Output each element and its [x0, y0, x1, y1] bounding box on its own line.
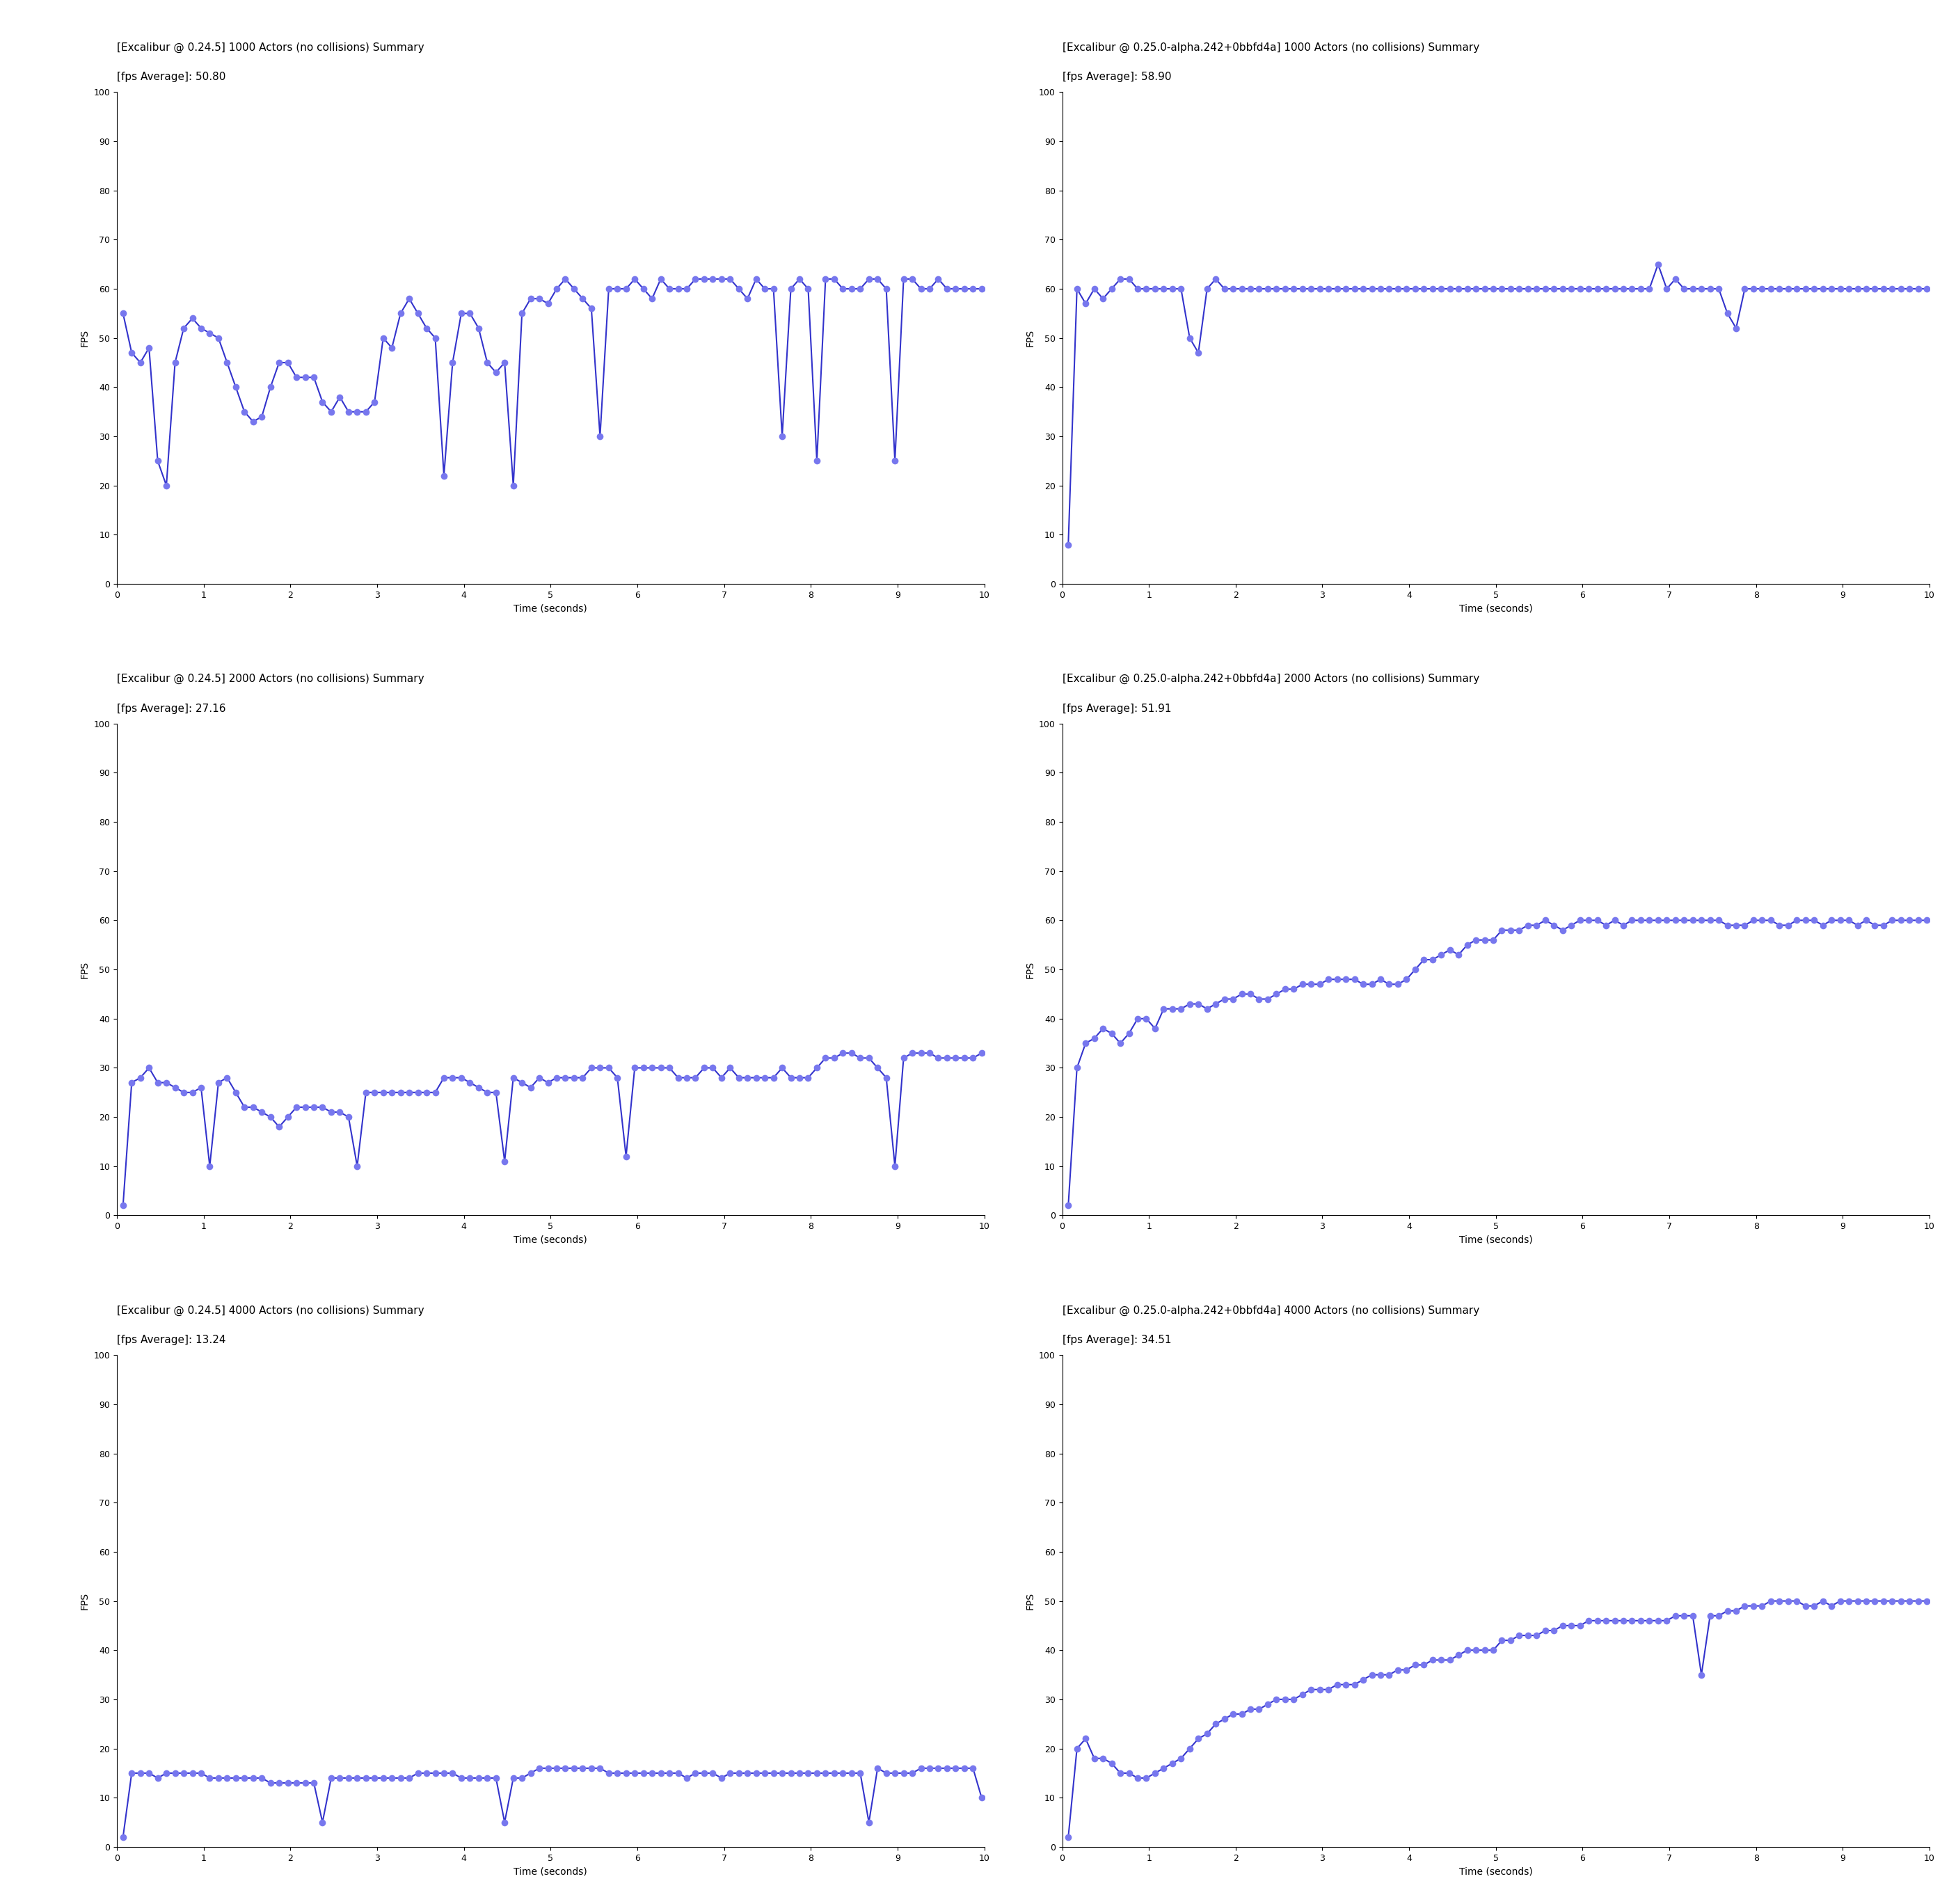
Text: [Excalibur @ 0.24.5] 2000 Actors (no collisions) Summary: [Excalibur @ 0.24.5] 2000 Actors (no col…: [117, 674, 425, 684]
Text: [Excalibur @ 0.25.0-alpha.242+0bbfd4a] 4000 Actors (no collisions) Summary: [Excalibur @ 0.25.0-alpha.242+0bbfd4a] 4…: [1062, 1304, 1479, 1316]
Y-axis label: FPS: FPS: [1025, 329, 1035, 347]
X-axis label: Time (seconds): Time (seconds): [515, 604, 587, 613]
X-axis label: Time (seconds): Time (seconds): [515, 1236, 587, 1245]
X-axis label: Time (seconds): Time (seconds): [1460, 604, 1532, 613]
X-axis label: Time (seconds): Time (seconds): [515, 1866, 587, 1875]
Text: [Excalibur @ 0.25.0-alpha.242+0bbfd4a] 2000 Actors (no collisions) Summary: [Excalibur @ 0.25.0-alpha.242+0bbfd4a] 2…: [1062, 674, 1479, 684]
Y-axis label: FPS: FPS: [1025, 962, 1035, 979]
Text: [Excalibur @ 0.24.5] 4000 Actors (no collisions) Summary: [Excalibur @ 0.24.5] 4000 Actors (no col…: [117, 1304, 425, 1316]
X-axis label: Time (seconds): Time (seconds): [1460, 1866, 1532, 1875]
Text: [fps Average]: 58.90: [fps Average]: 58.90: [1062, 72, 1171, 82]
Text: [fps Average]: 51.91: [fps Average]: 51.91: [1062, 703, 1171, 714]
Y-axis label: FPS: FPS: [1025, 1592, 1035, 1609]
Y-axis label: FPS: FPS: [80, 329, 90, 347]
Text: [fps Average]: 27.16: [fps Average]: 27.16: [117, 703, 226, 714]
Y-axis label: FPS: FPS: [80, 1592, 90, 1609]
X-axis label: Time (seconds): Time (seconds): [1460, 1236, 1532, 1245]
Text: [fps Average]: 34.51: [fps Average]: 34.51: [1062, 1335, 1171, 1346]
Y-axis label: FPS: FPS: [80, 962, 90, 979]
Text: [fps Average]: 13.24: [fps Average]: 13.24: [117, 1335, 226, 1346]
Text: [fps Average]: 50.80: [fps Average]: 50.80: [117, 72, 226, 82]
Text: [Excalibur @ 0.24.5] 1000 Actors (no collisions) Summary: [Excalibur @ 0.24.5] 1000 Actors (no col…: [117, 42, 425, 53]
Text: [Excalibur @ 0.25.0-alpha.242+0bbfd4a] 1000 Actors (no collisions) Summary: [Excalibur @ 0.25.0-alpha.242+0bbfd4a] 1…: [1062, 42, 1479, 53]
